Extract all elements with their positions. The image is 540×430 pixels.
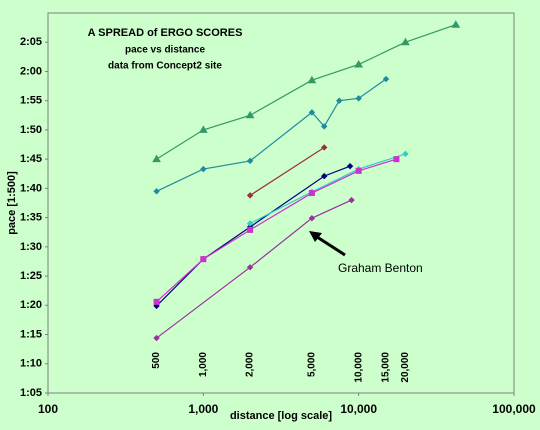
y-tick-label: 2:00 (20, 65, 42, 77)
annotation: Graham Benton (338, 261, 423, 275)
distance-label: 10,000 (353, 352, 364, 383)
x-tick-label: 100 (38, 402, 58, 416)
plot-area (47, 12, 515, 394)
marker (393, 156, 400, 163)
y-tick-label: 1:30 (20, 241, 42, 253)
marker (245, 110, 255, 119)
annotation-arrowhead (309, 231, 322, 242)
chart-title: A SPREAD of ERGO SCORES (88, 27, 243, 39)
chart-source: data from Concept2 site (108, 61, 222, 72)
marker (200, 256, 207, 263)
marker (246, 220, 254, 227)
marker (401, 37, 410, 46)
y-tick-label: 1:35 (20, 212, 42, 224)
marker (308, 190, 315, 197)
marker (354, 59, 364, 68)
distance-label: 20,000 (400, 352, 411, 383)
y-tick-label: 1:05 (20, 387, 42, 399)
marker (308, 214, 316, 222)
marker (451, 20, 461, 28)
distance-label: 2,000 (245, 352, 256, 377)
marker (153, 298, 160, 305)
x-axis-title: distance [log scale] (230, 410, 332, 422)
marker (200, 165, 207, 173)
marker (382, 75, 390, 83)
y-axis-title: pace [1:500] (6, 171, 18, 235)
marker (402, 150, 409, 158)
marker (153, 188, 160, 195)
marker (355, 95, 362, 102)
y-tick-label: 1:15 (20, 328, 42, 340)
marker (246, 192, 254, 199)
series-line (156, 158, 397, 303)
marker (307, 75, 317, 84)
marker (346, 162, 354, 170)
marker (348, 196, 355, 204)
y-tick-label: 1:50 (20, 124, 42, 136)
y-tick-label: 1:45 (20, 153, 42, 165)
distance-label: 500 (151, 352, 162, 369)
series-line (249, 146, 325, 196)
series-line (156, 78, 387, 192)
chart-subtitle: pace vs distance (125, 45, 205, 56)
marker (152, 154, 161, 163)
marker (198, 125, 208, 133)
series-line (156, 199, 352, 339)
y-tick-label: 1:55 (20, 95, 42, 107)
marker (247, 226, 254, 233)
marker (355, 167, 362, 174)
marker (153, 334, 160, 342)
y-tick-label: 1:20 (20, 299, 42, 311)
x-tick-label: 10,000 (340, 402, 377, 416)
marker (320, 123, 328, 130)
distance-label: 5,000 (307, 352, 318, 377)
marker (336, 97, 343, 104)
marker (320, 172, 328, 180)
y-tick-label: 2:05 (20, 36, 42, 48)
distance-label: 1,000 (198, 352, 209, 377)
x-tick-label: 100,000 (492, 402, 536, 416)
y-tick-label: 1:40 (20, 182, 42, 194)
x-tick-label: 1,000 (188, 402, 218, 416)
y-tick-label: 1:10 (20, 358, 42, 370)
series-line (249, 153, 406, 224)
marker (320, 144, 328, 151)
marker (246, 264, 254, 271)
annotation-arrow (313, 233, 346, 257)
marker (246, 157, 254, 165)
distance-label: 15,000 (381, 352, 392, 383)
marker (308, 109, 316, 116)
y-tick-label: 1:25 (20, 270, 42, 282)
